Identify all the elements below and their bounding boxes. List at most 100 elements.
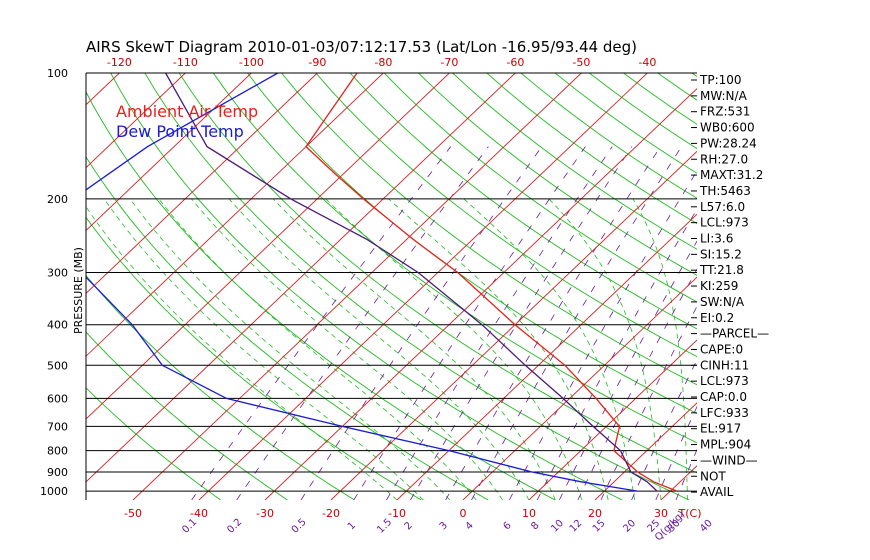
stat-item: WB0:600 xyxy=(700,121,755,135)
top-temp-tick-label: -110 xyxy=(173,56,198,69)
stat-item: CINH:11 xyxy=(700,358,749,372)
top-temp-tick-label: -90 xyxy=(308,56,326,69)
top-temp-tick-label: -40 xyxy=(638,56,656,69)
dry-adiabat xyxy=(86,331,288,500)
stat-item: CAP:0.0 xyxy=(700,390,747,404)
isotherm xyxy=(86,73,252,232)
legend-air-temp: Ambient Air Temp xyxy=(116,102,258,121)
pressure-tick-label: 700 xyxy=(47,420,68,433)
stat-item: RH:27.0 xyxy=(700,152,748,166)
stat-item: CAPE:0 xyxy=(700,342,743,356)
chart-title: AIRS SkewT Diagram 2010-01-03/07:12:17.5… xyxy=(86,38,637,56)
stat-item: L57:6.0 xyxy=(700,200,745,214)
mixing-ratio-tick-label: 20 xyxy=(621,518,638,535)
pressure-tick-label: 1000 xyxy=(40,485,68,498)
top-temp-tick-label: -120 xyxy=(107,56,132,69)
stat-item: EL:917 xyxy=(700,422,741,436)
bottom-temp-tick-label: 0 xyxy=(460,507,467,520)
stat-item: TP:100 xyxy=(699,73,742,87)
moist-adiabat xyxy=(191,198,503,500)
isotherm xyxy=(396,213,697,500)
stat-item: —WIND— xyxy=(700,453,758,467)
stat-item: MAXT:31.2 xyxy=(700,168,763,182)
top-temp-tick-label: -70 xyxy=(440,56,458,69)
moist-adiabat xyxy=(325,198,583,500)
y-axis-label: PRESSURE (MB) xyxy=(72,247,85,334)
pressure-ticks: 100 200 300 400 500 600 700 800 900 1000 xyxy=(40,67,68,498)
isotherm xyxy=(859,73,870,500)
stat-item: SW:N/A xyxy=(700,295,745,309)
dry-adiabat xyxy=(863,73,870,500)
bottom-temp-tick-label: -20 xyxy=(322,507,340,520)
stat-item: MW:N/A xyxy=(700,89,748,103)
isotherm xyxy=(264,87,697,500)
stat-item: KI:259 xyxy=(700,279,738,293)
bottom-temp-tick-label: -10 xyxy=(388,507,406,520)
bottom-temp-tick-label: 30 xyxy=(654,507,668,520)
mixing-ratio-tick-label: 2 xyxy=(403,520,415,532)
dry-adiabat xyxy=(110,73,623,500)
top-temp-tick-label: -80 xyxy=(374,56,392,69)
stat-item: SI:15.2 xyxy=(700,247,742,261)
moist-adiabat xyxy=(103,198,424,500)
pressure-tick-label: 200 xyxy=(47,193,68,206)
stat-item: —PARCEL— xyxy=(700,327,769,341)
mixing-ratio-line xyxy=(509,170,697,500)
mixing-ratio-tick-label: 40 xyxy=(698,518,715,535)
stat-item: LCL:973 xyxy=(700,374,749,388)
bottom-temp-tick-label: -30 xyxy=(256,507,274,520)
stat-item: TH:5463 xyxy=(699,184,751,198)
isotherm xyxy=(528,339,697,500)
mixing-ratio-tick-label: 4 xyxy=(464,520,476,532)
isotherm xyxy=(86,73,384,357)
mixing-ratio-tick-label: 6 xyxy=(501,520,513,532)
dry-adiabat xyxy=(281,73,697,386)
mixing-ratio-tick-label: 3 xyxy=(438,520,450,532)
mixing-ratio-tick-label: 15 xyxy=(591,518,608,535)
isotherm xyxy=(86,73,450,420)
pressure-tick-label: 300 xyxy=(47,267,68,280)
isotherm xyxy=(594,402,697,500)
isotherm xyxy=(330,150,697,500)
mixing-ratio-tick-label: 10 xyxy=(549,518,566,535)
isotherm xyxy=(86,73,318,294)
moist-adiabat xyxy=(158,198,477,500)
moist-adiabat xyxy=(228,198,530,500)
isotherm xyxy=(86,73,516,483)
isobar-layer xyxy=(86,72,697,492)
air-temp-line xyxy=(305,73,678,492)
pressure-tick-label: 600 xyxy=(47,392,68,405)
bottom-temp-tick-label: -50 xyxy=(124,507,142,520)
mixing-ratio-line xyxy=(353,146,586,500)
dry-adiabat xyxy=(86,274,355,500)
dry-adiabat xyxy=(86,156,489,500)
parcel-line xyxy=(165,73,658,492)
dry-adiabat xyxy=(247,73,697,415)
pressure-tick-label: 900 xyxy=(47,466,68,479)
isotherm xyxy=(198,73,648,500)
stat-item: AVAIL xyxy=(700,485,734,499)
legend-dew-point: Dew Point Temp xyxy=(116,122,244,141)
mixing-ratio-tick-label: 12 xyxy=(568,518,585,535)
mixing-ratio-tick-label: 0.5 xyxy=(290,517,309,536)
top-temp-ticks: -120 -110 -100 -90 -80 -70 -60 -50 -40 xyxy=(107,56,656,69)
pressure-tick-label: 500 xyxy=(47,359,68,372)
mixing-ratio-line xyxy=(386,146,613,500)
moist-adiabat xyxy=(463,198,635,500)
pressure-tick-label: 400 xyxy=(47,319,68,332)
moist-adiabat xyxy=(388,198,609,500)
stat-item: LI:3.6 xyxy=(700,232,733,246)
dry-adiabat xyxy=(794,73,870,500)
moist-adiabat xyxy=(86,206,398,500)
dry-adiabat xyxy=(86,387,221,500)
bottom-temp-tick-label: T(C) xyxy=(678,507,702,520)
top-temp-tick-label: -100 xyxy=(239,56,264,69)
mixing-ratio-line xyxy=(445,146,661,500)
dry-adiabat xyxy=(86,91,556,500)
mixing-ratio-line xyxy=(300,146,543,500)
bottom-temp-tick-label: 10 xyxy=(522,507,536,520)
dry-adiabat xyxy=(315,73,697,358)
stat-item: EI:0.2 xyxy=(700,311,734,325)
